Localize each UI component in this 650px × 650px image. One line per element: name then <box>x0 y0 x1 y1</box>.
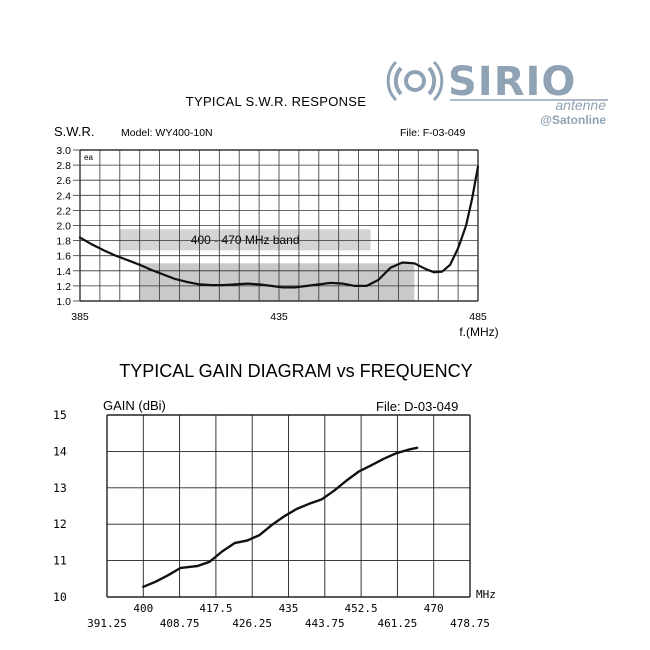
y-tick-label: 1.2 <box>56 281 71 293</box>
file-label: File: D-03-049 <box>376 399 458 414</box>
grid <box>106 414 471 598</box>
x-tick-label-top: 470 <box>424 602 444 615</box>
x-tick-label: 485 <box>469 311 487 323</box>
y-tick-label: 1.8 <box>56 236 71 248</box>
gain-chart: TYPICAL GAIN DIAGRAM vs FREQUENCY GAIN (… <box>53 361 496 630</box>
file-label: File: F-03-049 <box>400 127 466 139</box>
swr-chart: TYPICAL S.W.R. RESPONSE S.W.R. Model: WY… <box>54 94 499 339</box>
signal-waves-icon <box>386 60 444 102</box>
y-tick-label: 2.2 <box>56 205 71 217</box>
x-tick-label-top: 417.5 <box>199 602 232 615</box>
x-tick-label-bottom: 478.75 <box>450 617 490 630</box>
x-tick-label-bottom: 426.25 <box>232 617 272 630</box>
brand-subtitle: antenne <box>555 97 606 113</box>
x-tick-label-top: 400 <box>133 602 153 615</box>
x-tick-label-bottom: 461.25 <box>378 617 418 630</box>
x-tick-label: 435 <box>270 311 288 323</box>
y-tick-label: 3.0 <box>56 145 71 157</box>
y-tick-label: 1.4 <box>56 266 71 278</box>
watermark: @Satonline <box>540 113 606 127</box>
y-tick-label: 14 <box>53 444 67 458</box>
gain-series <box>142 446 419 588</box>
x-axis-unit: MHz <box>476 588 496 601</box>
model-label: Model: WY400-10N <box>121 127 213 139</box>
y-axis-label: GAIN (dBi) <box>103 398 166 413</box>
gain-line <box>142 446 419 588</box>
tick-labels: 1.0 1.2 1.4 1.6 1.8 2.0 2.2 2.4 2.6 2.8 3.0 385 435 4… <box>56 145 487 323</box>
sirio-logo: SIRIO antenne @Satonline <box>386 59 608 127</box>
corner-mark: ea <box>84 153 93 162</box>
y-tick-label: 2.8 <box>56 160 71 172</box>
x-tick-label-bottom: 408.75 <box>160 617 200 630</box>
grid <box>79 149 479 302</box>
x-tick-label-bottom: 391.25 <box>87 617 127 630</box>
x-tick-label-top: 435 <box>279 602 299 615</box>
y-tick-label: 2.6 <box>56 175 71 187</box>
tick-labels: 10 11 12 13 14 15 400 417.5 435 452.5 470 391.25 408… <box>53 408 490 630</box>
swr-series <box>78 165 480 289</box>
y-tick-label: 11 <box>53 554 67 568</box>
x-tick-label: 385 <box>71 311 89 323</box>
y-tick-label: 1.0 <box>56 296 71 308</box>
chart-title: TYPICAL GAIN DIAGRAM vs FREQUENCY <box>119 361 472 381</box>
y-tick-label: 2.0 <box>56 221 71 233</box>
brand-name: SIRIO <box>448 59 576 105</box>
band-label: 400 - 470 MHz band <box>191 233 300 247</box>
y-axis-label: S.W.R. <box>54 124 94 139</box>
swr-line <box>78 165 480 289</box>
y-tick-label: 13 <box>53 481 67 495</box>
y-tick-label: 10 <box>53 590 67 604</box>
x-tick-label-top: 452.5 <box>345 602 378 615</box>
y-tick-label: 12 <box>53 517 67 531</box>
x-tick-label-bottom: 443.75 <box>305 617 345 630</box>
y-tick-label: 2.4 <box>56 190 71 202</box>
x-axis-label: f.(MHz) <box>459 325 498 339</box>
y-tick-label: 1.6 <box>56 251 71 263</box>
band-label-box: 400 - 470 MHz band <box>119 229 371 251</box>
y-tick-label: 15 <box>53 408 67 422</box>
chart-title: TYPICAL S.W.R. RESPONSE <box>186 94 367 109</box>
